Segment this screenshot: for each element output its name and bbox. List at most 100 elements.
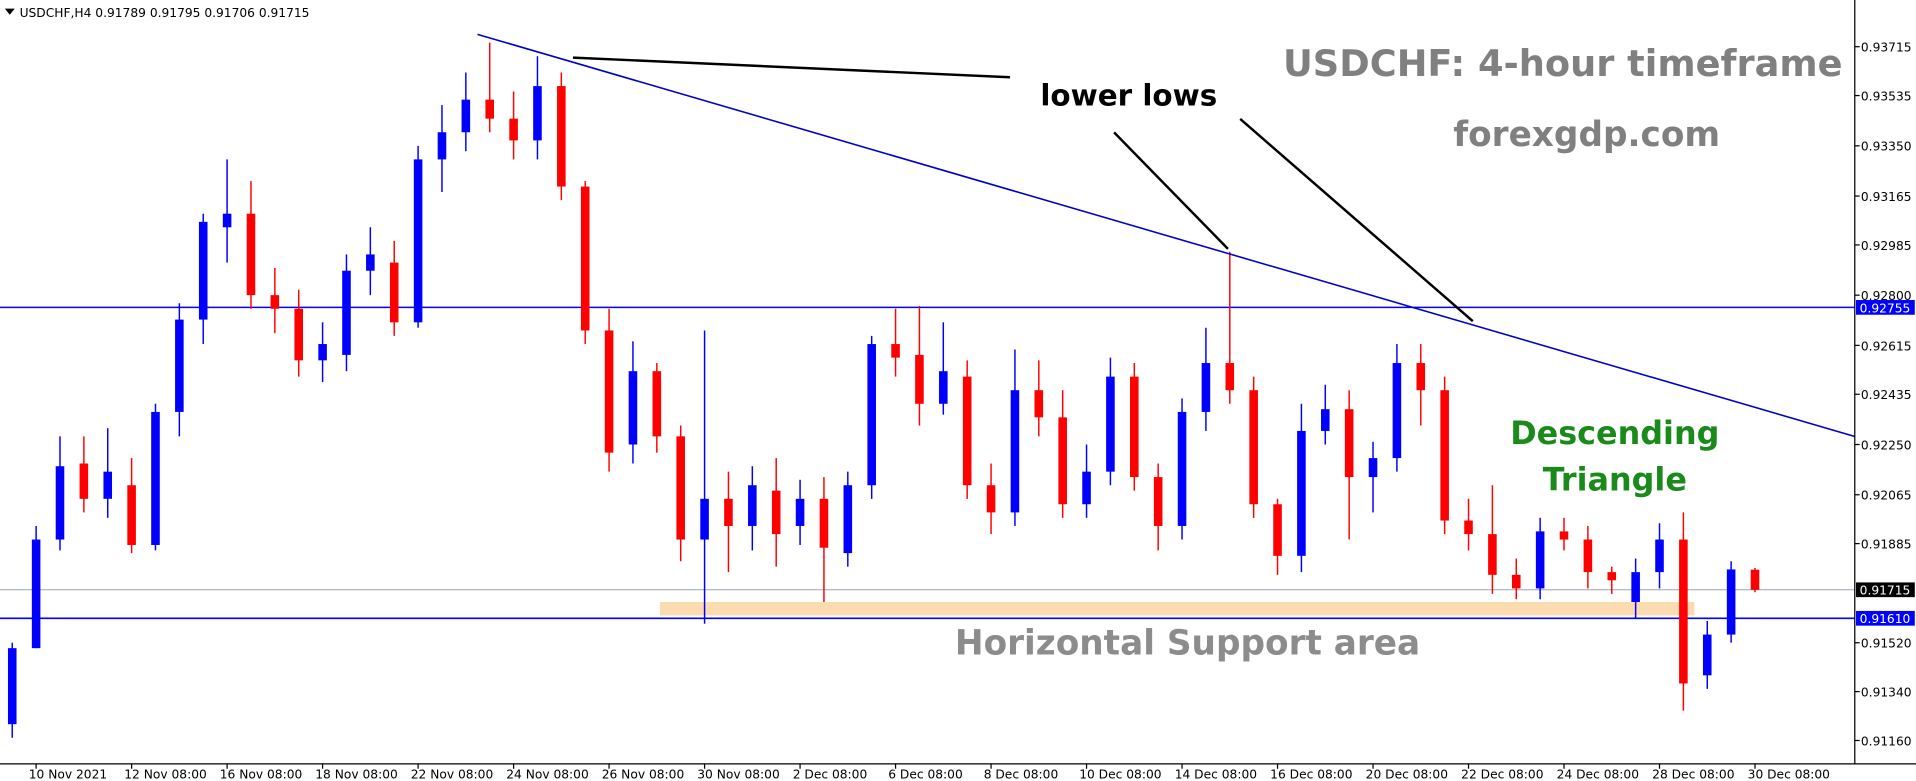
candle-body — [1464, 520, 1473, 535]
candle-body — [1702, 634, 1712, 676]
candle-body — [1130, 376, 1139, 478]
menu-triangle — [4, 8, 15, 15]
pattern-label: Descending — [1510, 414, 1719, 452]
candle-body — [915, 354, 924, 404]
candle-body — [724, 498, 733, 526]
candle-body — [867, 344, 876, 486]
y-tick-label: 0.93350 — [1861, 140, 1912, 154]
y-tick-label: 0.91885 — [1861, 538, 1912, 552]
candle-body — [628, 371, 638, 445]
x-tick-label: 24 Nov 08:00 — [506, 768, 589, 781]
candle-body — [485, 99, 494, 119]
price-label: 0.91715 — [1860, 584, 1911, 598]
axis-layer: 0.93715 0.93535 0.93350 0.93165 0.92985 0.928… — [0, 41, 1915, 781]
candle-body — [1655, 539, 1664, 573]
candle-body — [676, 436, 685, 540]
candle-body — [962, 376, 972, 486]
candle-body — [1106, 376, 1115, 472]
candle-body — [1297, 430, 1306, 556]
candle-body — [1201, 363, 1211, 412]
candle-body — [127, 485, 136, 545]
trendline — [477, 33, 1856, 438]
y-tick-label: 0.92065 — [1861, 489, 1912, 503]
candle-body — [103, 471, 113, 499]
candle-body — [1249, 390, 1258, 505]
y-tick-label: 0.92250 — [1861, 438, 1912, 452]
candle-body — [652, 371, 662, 437]
candle-body — [604, 330, 614, 453]
candle-body — [1726, 569, 1736, 635]
candle-body — [557, 86, 566, 187]
candle-body — [1034, 390, 1044, 418]
y-tick-label: 0.92800 — [1861, 289, 1912, 303]
candle-body — [175, 319, 184, 412]
candle-body — [151, 411, 160, 545]
site: forexgdp.com — [1453, 115, 1720, 155]
candle-body — [366, 254, 375, 271]
candle-body — [891, 344, 900, 358]
candle-body — [533, 86, 542, 141]
candle-body — [939, 371, 948, 404]
symbol-header: USDCHF,H4 0.91789 0.91795 0.91706 0.9171… — [20, 6, 310, 20]
candle-body — [1631, 572, 1640, 602]
candle-body — [413, 159, 423, 323]
y-tick-label: 0.92435 — [1861, 388, 1912, 402]
x-tick-label: 26 Nov 08:00 — [602, 768, 685, 781]
price-label-box — [1856, 610, 1915, 626]
candle-body — [318, 344, 327, 361]
candle-body — [1416, 363, 1426, 391]
x-tick-label: 22 Nov 08:00 — [411, 768, 494, 781]
x-tick-label: 30 Dec 08:00 — [1748, 768, 1830, 781]
pointer-line — [572, 56, 1011, 79]
candle-body — [1177, 411, 1187, 526]
candle-body — [1344, 409, 1354, 478]
x-tick-label: 20 Dec 08:00 — [1366, 768, 1448, 781]
candle-body — [1153, 477, 1163, 526]
candle-body — [986, 485, 996, 513]
price-label: 0.91610 — [1860, 612, 1911, 626]
candle-body — [198, 221, 208, 320]
title: USDCHF: 4-hour timeframe — [1283, 42, 1843, 85]
candle-body — [795, 498, 805, 526]
candle-body — [342, 270, 351, 355]
x-tick-label: 8 Dec 08:00 — [984, 768, 1059, 781]
x-tick-label: 30 Nov 08:00 — [697, 768, 780, 781]
candle-body — [1082, 471, 1091, 505]
pattern-label: Triangle — [1543, 460, 1687, 498]
price-label-box — [1856, 300, 1915, 315]
candle-body — [1607, 572, 1617, 581]
candle-body — [55, 466, 65, 540]
candle-body — [1679, 539, 1688, 684]
candle-body — [1583, 539, 1593, 573]
x-tick-label: 14 Dec 08:00 — [1175, 768, 1257, 781]
pointer-line — [1113, 131, 1229, 250]
x-tick-label: 16 Dec 08:00 — [1270, 768, 1352, 781]
candle-body — [31, 539, 41, 649]
x-tick-label: 10 Dec 08:00 — [1079, 768, 1161, 781]
x-tick-label: 2 Dec 08:00 — [793, 768, 868, 781]
x-tick-label: 24 Dec 08:00 — [1557, 768, 1639, 781]
candle-body — [222, 213, 232, 228]
candle-body — [771, 490, 781, 535]
candle-body — [1320, 409, 1330, 431]
lower-lows-label: lower lows — [1040, 78, 1217, 112]
candle-body — [509, 118, 518, 141]
candle-body — [1750, 569, 1760, 590]
y-tick-label: 0.91520 — [1861, 637, 1912, 651]
y-tick-label: 0.93165 — [1861, 190, 1912, 204]
y-tick-label: 0.91340 — [1861, 686, 1912, 700]
x-tick-label: 28 Dec 08:00 — [1652, 768, 1734, 781]
support-zone — [659, 601, 1695, 616]
price-label: 0.92755 — [1860, 301, 1911, 315]
candle-body — [270, 295, 280, 309]
candle-body — [79, 463, 89, 499]
candle-body — [7, 648, 17, 725]
pointer-line — [1239, 118, 1474, 323]
candle-body — [389, 262, 399, 323]
candle-body — [1488, 534, 1497, 575]
candle-body — [700, 498, 709, 540]
candle-body — [437, 132, 447, 160]
